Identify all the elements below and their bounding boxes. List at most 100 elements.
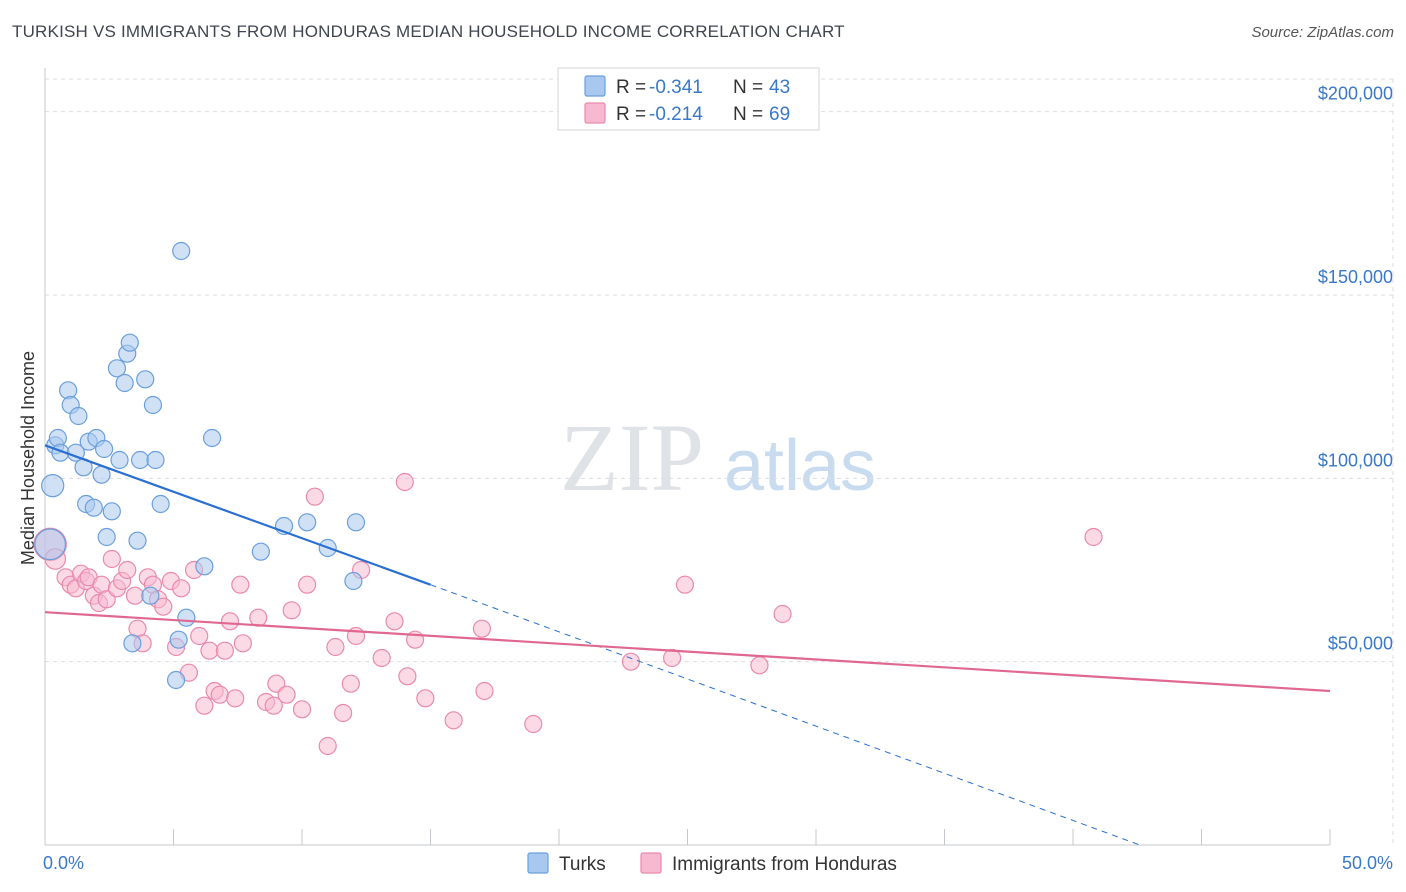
bottom-legend-label-honduras: Immigrants from Honduras — [672, 854, 897, 875]
x-tick-label-min: 0.0% — [43, 853, 84, 873]
honduras-point — [372, 648, 391, 668]
honduras-point — [195, 696, 214, 715]
y-tick-label: $100,000 — [1318, 450, 1393, 470]
legend-n-label-honduras: N = — [733, 104, 763, 125]
honduras-point — [1084, 527, 1103, 547]
honduras-point — [210, 685, 229, 704]
watermark-zip: ZIP — [560, 404, 704, 511]
honduras-point — [215, 641, 234, 660]
trend-line-turks-extension — [430, 584, 1140, 846]
trend-line-turks — [44, 444, 431, 586]
honduras-point — [675, 575, 695, 594]
honduras-point — [305, 487, 324, 506]
turks-point — [202, 428, 222, 448]
turks-point — [128, 531, 147, 550]
honduras-point — [341, 674, 360, 693]
legend-n-value-honduras: 69 — [769, 104, 790, 125]
turks-point — [251, 542, 270, 561]
honduras-point — [334, 703, 353, 723]
honduras-point — [326, 637, 345, 657]
legend-swatch-turks — [584, 75, 606, 97]
turks-point — [195, 557, 214, 576]
honduras-point — [318, 736, 337, 756]
watermark-atlas: atlas — [724, 426, 876, 506]
turks-point — [146, 450, 165, 470]
turks-point — [102, 502, 121, 521]
turks-point — [41, 474, 65, 498]
source-label: Source: ZipAtlas.com — [1251, 24, 1394, 41]
y-tick-label: $150,000 — [1318, 267, 1393, 287]
bottom-legend: Turks Immigrants from Honduras — [527, 852, 897, 875]
honduras-point — [102, 549, 121, 569]
legend-r-label-honduras: R = — [616, 104, 646, 125]
turks-point — [143, 395, 163, 415]
x-ticks — [44, 829, 1331, 845]
honduras-point — [621, 652, 641, 671]
honduras-point — [524, 714, 543, 734]
trend-lines — [44, 444, 1331, 846]
gridlines — [45, 78, 1394, 845]
turks-point — [166, 670, 186, 690]
honduras-point — [172, 579, 191, 598]
bottom-legend-swatch-turks — [527, 852, 549, 874]
honduras-point — [472, 619, 491, 638]
honduras-point — [298, 575, 317, 594]
turks-point — [151, 494, 170, 514]
honduras-point — [277, 685, 296, 704]
turks-point — [95, 439, 114, 459]
turks-point — [298, 513, 317, 532]
turks-point — [97, 527, 116, 547]
x-tick-label-max: 50.0% — [1342, 853, 1393, 873]
turks-point — [120, 333, 139, 352]
legend-r-label-turks: R = — [616, 77, 646, 98]
honduras-point — [398, 667, 417, 686]
honduras-point — [231, 575, 250, 594]
honduras-point — [292, 700, 312, 719]
honduras-point — [773, 604, 792, 624]
honduras-point — [233, 634, 252, 653]
legend-swatch-honduras — [584, 102, 606, 124]
legend-r-value-honduras: -0.214 — [649, 104, 703, 125]
bottom-legend-swatch-honduras — [640, 852, 662, 874]
honduras-point — [154, 597, 173, 616]
turks-point — [169, 630, 188, 649]
turks-point — [344, 571, 363, 591]
trend-line-honduras — [44, 611, 1331, 693]
honduras-point — [220, 612, 240, 631]
honduras-point — [475, 681, 494, 701]
turks-point — [136, 370, 155, 389]
turks-point — [141, 586, 160, 605]
honduras-point — [750, 656, 769, 675]
turks-point — [123, 634, 142, 653]
turks-points — [34, 241, 366, 690]
chart-title: TURKISH VS IMMIGRANTS FROM HONDURAS MEDI… — [12, 22, 845, 41]
turks-point — [346, 513, 366, 532]
y-tick-label: $50,000 — [1328, 634, 1393, 654]
turks-point — [177, 608, 196, 627]
honduras-point — [125, 586, 145, 605]
honduras-point — [444, 711, 463, 730]
turks-point — [69, 406, 88, 426]
turks-point — [172, 241, 191, 261]
honduras-point — [264, 696, 283, 715]
honduras-point — [249, 608, 268, 627]
honduras-point — [282, 601, 301, 620]
honduras-point — [385, 612, 404, 631]
honduras-point — [200, 641, 219, 660]
y-tick-labels: $50,000 $100,000 $150,000 $200,000 — [1318, 84, 1393, 654]
turks-point — [84, 498, 103, 517]
honduras-point — [226, 689, 245, 708]
legend-n-label-turks: N = — [733, 77, 763, 98]
turks-point — [107, 359, 127, 378]
honduras-point — [190, 626, 209, 646]
honduras-point — [662, 648, 682, 668]
y-axis-title: Median Household Income — [18, 351, 38, 565]
legend-r-value-turks: -0.341 — [649, 77, 703, 98]
honduras-point — [395, 472, 414, 492]
honduras-point — [118, 560, 137, 580]
y-tick-label: $200,000 — [1318, 84, 1393, 104]
honduras-point — [416, 689, 435, 708]
top-legend: R = -0.341 N = 43 R = -0.214 N = 69 — [557, 67, 820, 131]
turks-point — [115, 373, 134, 393]
